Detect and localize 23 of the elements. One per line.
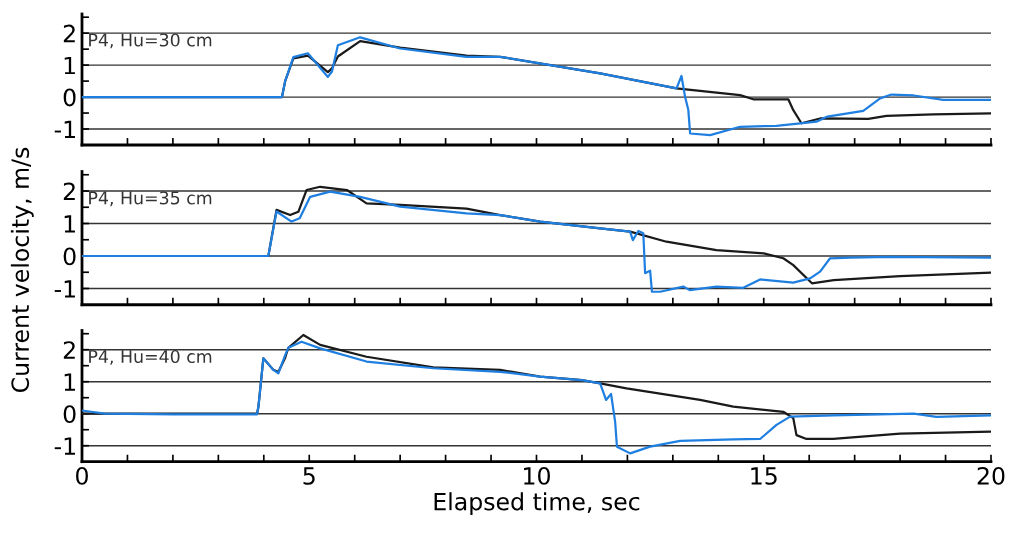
x-tick-label: 15 xyxy=(751,467,777,485)
x-tick-label: 10 xyxy=(524,466,550,485)
y-tick-label: 2 xyxy=(63,182,75,200)
annotation: P4, Hu=35 cm xyxy=(89,191,212,207)
y-tick-label: 1 xyxy=(64,373,75,391)
x-axis-title: Elapsed time, sec xyxy=(434,492,640,516)
line-series xyxy=(82,340,991,455)
y-tick-label: -1 xyxy=(54,120,75,138)
x-tick-label: 0 xyxy=(76,466,88,485)
y-tick-label: 0 xyxy=(63,88,76,107)
y-tick-label: 2 xyxy=(63,24,75,43)
y-tick-label: 0 xyxy=(63,405,76,424)
y-tick-label: 1 xyxy=(64,215,75,233)
annotation: P4, Hu=30 cm xyxy=(89,33,212,49)
y-tick-label: 0 xyxy=(63,247,76,266)
y-tick-label: -1 xyxy=(54,280,75,298)
y-tick-label: 1 xyxy=(64,56,75,75)
x-tick-label: 20 xyxy=(977,466,1005,485)
y-axis-title: Current velocity, m/s xyxy=(10,147,34,393)
x-tick-label: 5 xyxy=(303,467,315,485)
annotation: P4, Hu=40 cm xyxy=(89,349,212,365)
y-tick-label: 2 xyxy=(63,341,75,359)
y-tick-label: -1 xyxy=(54,437,75,455)
